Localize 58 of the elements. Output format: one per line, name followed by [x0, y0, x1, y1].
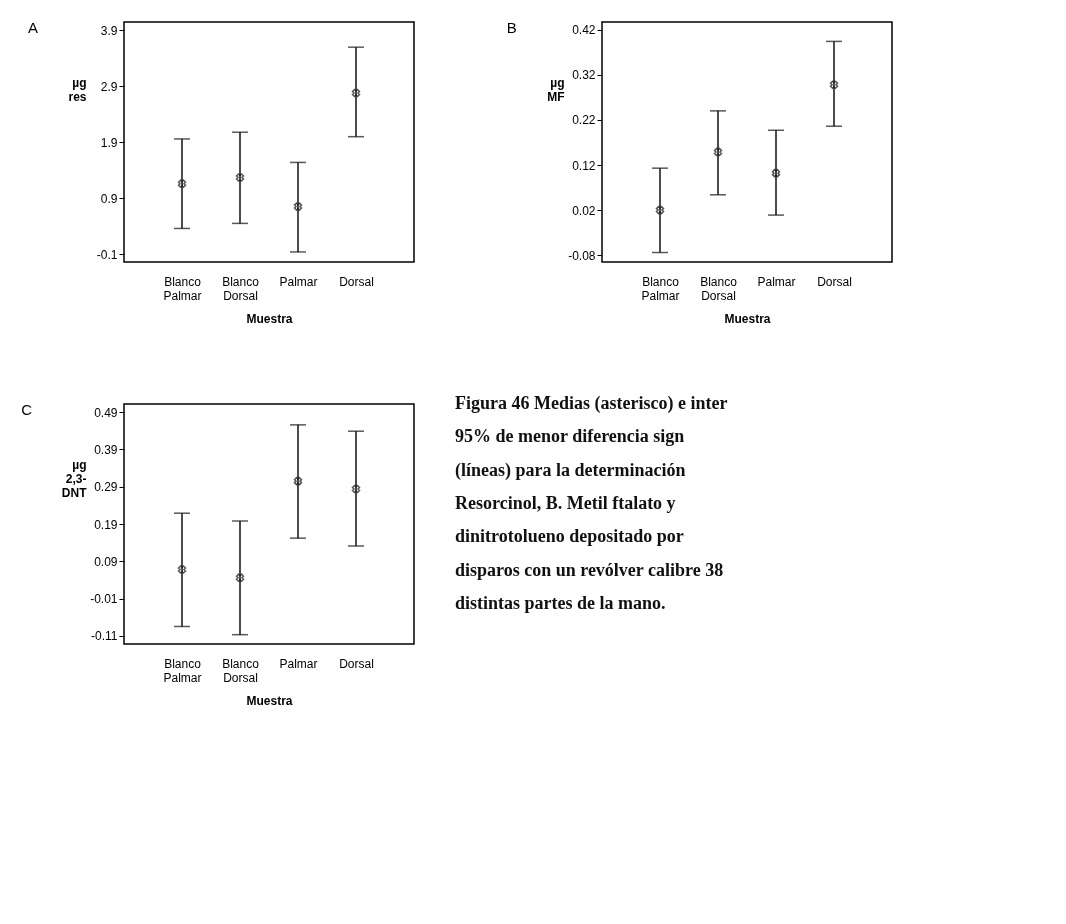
point — [235, 173, 245, 182]
y-tick-label: -0.11 — [91, 629, 118, 644]
y-tick-label: 0.49 — [94, 405, 118, 420]
y-tick-label: -0.08 — [568, 248, 596, 263]
y-axis-title: µg res — [68, 75, 87, 104]
x-axis-title: Muestra — [724, 311, 771, 326]
y-tick-label: 3.9 — [100, 23, 118, 38]
point — [771, 168, 781, 178]
x-axis-title: Muestra — [246, 311, 293, 326]
point — [351, 484, 361, 494]
y-tick-label: 0.22 — [572, 113, 596, 128]
y-tick-label: 2.9 — [100, 79, 118, 94]
x-tick-label: Blanco Dorsal — [222, 274, 260, 303]
y-tick-label: 0.09 — [94, 554, 118, 569]
point — [177, 179, 187, 188]
x-tick-label: Palmar — [279, 656, 318, 671]
y-axis-title: µg MF — [547, 75, 565, 104]
point — [351, 88, 361, 98]
y-tick-label: 0.32 — [572, 68, 596, 83]
point — [293, 202, 303, 211]
x-tick-label: Dorsal — [339, 656, 374, 671]
y-tick-label: 0.12 — [572, 158, 596, 173]
point — [177, 565, 187, 574]
x-tick-label: Blanco Palmar — [163, 274, 202, 303]
x-tick-label: Palmar — [279, 274, 318, 289]
text: disparos con un revólver calibre 38 — [455, 559, 724, 580]
y-tick-label: 0.29 — [94, 480, 118, 495]
x-tick-label: Blanco Dorsal — [222, 656, 260, 685]
y-tick-label: 0.9 — [100, 191, 118, 206]
text: Figura 46 Medias (asterisco) e inter — [455, 393, 728, 414]
y-tick-label: 0.39 — [94, 442, 118, 457]
chart-title: B — [506, 19, 517, 36]
text: 95% de menor diferencia sign — [455, 426, 685, 447]
x-tick-label: Blanco Dorsal — [700, 274, 738, 303]
y-tick-label: -0.01 — [90, 592, 118, 607]
chart-title: A — [27, 19, 38, 36]
text: Resorcinol, B. Metil ftalato y — [455, 493, 676, 513]
y-axis-title: µg 2,3- DNT — [61, 457, 88, 500]
y-tick-label: 0.42 — [572, 23, 596, 38]
y-tick-label: 0.19 — [94, 517, 118, 532]
point — [655, 205, 665, 215]
text: distintas partes de la mano. — [455, 593, 666, 613]
x-axis-title: Muestra — [246, 693, 293, 708]
point — [235, 573, 245, 582]
point — [829, 80, 839, 89]
text: (líneas) para la determinación — [455, 459, 686, 481]
point — [293, 476, 303, 486]
y-tick-label: 1.9 — [100, 135, 118, 150]
x-tick-label: Dorsal — [339, 274, 374, 289]
chart-title: C — [21, 401, 33, 418]
y-tick-label: -0.1 — [96, 247, 118, 262]
text: dinitrotolueno depositado por — [455, 526, 684, 547]
x-tick-label: Blanco Palmar — [641, 274, 680, 303]
x-tick-label: Dorsal — [817, 274, 852, 289]
point — [713, 147, 723, 157]
x-tick-label: Palmar — [757, 274, 796, 289]
x-tick-label: Blanco Palmar — [163, 656, 202, 685]
y-tick-label: 0.02 — [572, 203, 596, 218]
